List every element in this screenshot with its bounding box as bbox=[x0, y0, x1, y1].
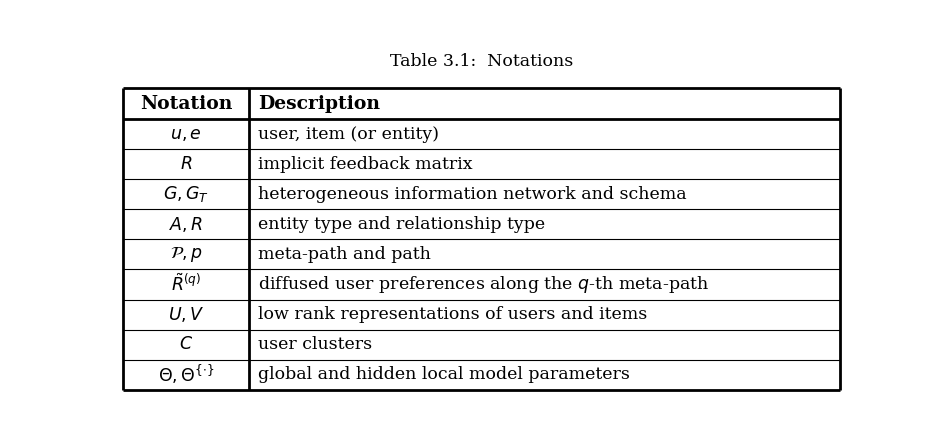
Text: diffused user preferences along the $q$-th meta-path: diffused user preferences along the $q$-… bbox=[258, 274, 710, 295]
Text: Table 3.1:  Notations: Table 3.1: Notations bbox=[390, 53, 573, 70]
Text: user, item (or entity): user, item (or entity) bbox=[258, 125, 439, 143]
Text: $A, R$: $A, R$ bbox=[169, 215, 203, 234]
Text: $\Theta, \Theta^{\{\cdot\}}$: $\Theta, \Theta^{\{\cdot\}}$ bbox=[158, 363, 214, 386]
Text: $C$: $C$ bbox=[179, 336, 193, 353]
Text: $\mathcal{P}, p$: $\mathcal{P}, p$ bbox=[170, 245, 202, 264]
Text: user clusters: user clusters bbox=[258, 336, 372, 353]
Text: Description: Description bbox=[258, 95, 381, 113]
Text: entity type and relationship type: entity type and relationship type bbox=[258, 216, 545, 233]
Text: global and hidden local model parameters: global and hidden local model parameters bbox=[258, 367, 630, 383]
Text: $U, V$: $U, V$ bbox=[168, 305, 204, 324]
Text: implicit feedback matrix: implicit feedback matrix bbox=[258, 156, 473, 172]
Text: Notation: Notation bbox=[140, 95, 232, 113]
Text: $R$: $R$ bbox=[180, 156, 193, 172]
Text: $\tilde{R}^{(q)}$: $\tilde{R}^{(q)}$ bbox=[171, 274, 201, 295]
Text: low rank representations of users and items: low rank representations of users and it… bbox=[258, 306, 648, 323]
Text: meta-path and path: meta-path and path bbox=[258, 246, 431, 263]
Text: $G, G_T$: $G, G_T$ bbox=[163, 184, 209, 204]
Text: $u, e$: $u, e$ bbox=[170, 125, 202, 143]
Text: heterogeneous information network and schema: heterogeneous information network and sc… bbox=[258, 186, 687, 203]
